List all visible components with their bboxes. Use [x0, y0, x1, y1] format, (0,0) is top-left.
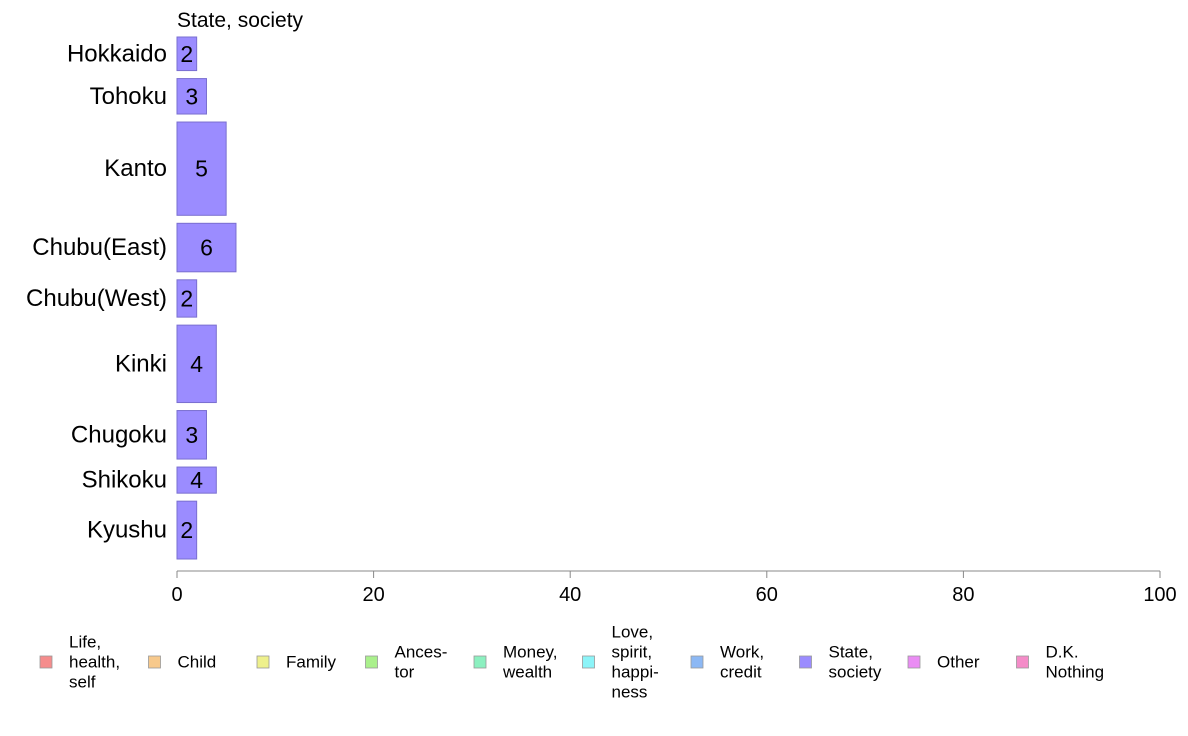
bar-value-label: 5	[195, 156, 208, 182]
panel-title: State, society	[177, 9, 304, 32]
bar-value-label: 2	[180, 517, 193, 543]
legend-swatch	[1016, 655, 1029, 669]
bar-value-label: 3	[185, 422, 198, 448]
legend-label: Other	[937, 653, 980, 672]
category-label: Shikoku	[82, 467, 167, 494]
legend: Life,health,self Child Family Ances-tor Mone…	[39, 623, 1105, 702]
legend-label: society	[829, 663, 882, 682]
legend-label: Work,	[720, 643, 764, 662]
bar-value-label: 4	[190, 467, 203, 493]
legend-label: Life,	[69, 633, 101, 652]
legend-swatch	[907, 655, 921, 669]
bar-shikoku	[176, 466, 217, 494]
bar-value-label: 2	[180, 41, 193, 67]
legend-label: happi-	[612, 663, 659, 682]
bar-value-label: 2	[180, 285, 193, 311]
bar-kyushu	[176, 500, 198, 560]
bar-chubu-west-	[176, 279, 198, 318]
legend-swatch	[473, 655, 487, 669]
legend-label: health,	[69, 653, 120, 672]
bar-kanto	[176, 121, 227, 216]
bar-tohoku	[176, 78, 207, 115]
category-label: Kyushu	[87, 517, 167, 544]
legend-label: Nothing	[1046, 663, 1105, 682]
legend-swatch	[799, 655, 812, 669]
category-label: Kanto	[104, 155, 167, 182]
legend-swatch	[39, 655, 53, 669]
x-tick-label: 0	[171, 584, 182, 606]
legend-swatch	[256, 655, 270, 669]
bars-group: Hokkaido 2 Tohoku 3 Kanto 5 Chubu(East) 6 Chubu(…	[26, 36, 237, 560]
category-label: Tohoku	[90, 83, 167, 110]
category-label: Chubu(West)	[26, 285, 167, 312]
legend-label: ness	[612, 683, 648, 702]
bar-value-label: 4	[190, 351, 203, 377]
legend-label: Child	[178, 653, 217, 672]
legend-swatch	[148, 655, 161, 669]
x-axis: 0 20 40 60 80 100	[171, 570, 1177, 606]
legend-label: Love,	[612, 623, 654, 642]
legend-label: Family	[286, 653, 337, 672]
legend-label: wealth	[502, 663, 552, 682]
x-tick-label: 60	[756, 584, 778, 606]
legend-label: credit	[720, 663, 762, 682]
x-tick-label: 40	[559, 584, 581, 606]
x-tick-label: 100	[1143, 584, 1176, 606]
legend-label: spirit,	[612, 643, 653, 662]
legend-label: D.K.	[1046, 643, 1079, 662]
legend-swatch	[582, 655, 595, 669]
legend-label: tor	[395, 663, 415, 682]
bar-value-label: 6	[200, 235, 213, 261]
legend-swatch	[690, 655, 704, 669]
legend-label: State,	[829, 643, 873, 662]
bar-chubu-east-	[176, 222, 237, 273]
legend-swatch	[365, 655, 378, 669]
bar-kinki	[176, 324, 217, 404]
category-label: Chugoku	[71, 421, 167, 448]
legend-label: Money,	[503, 643, 558, 662]
bar-chugoku	[176, 410, 207, 460]
category-label: Chubu(East)	[32, 234, 167, 261]
category-label: Hokkaido	[67, 40, 167, 67]
legend-label: self	[69, 673, 96, 692]
x-tick-label: 20	[362, 584, 384, 606]
legend-label: Ances-	[395, 643, 448, 662]
bar-value-label: 3	[185, 83, 198, 109]
x-tick-label: 80	[952, 584, 974, 606]
category-label: Kinki	[115, 350, 167, 377]
bar-hokkaido	[176, 36, 198, 72]
